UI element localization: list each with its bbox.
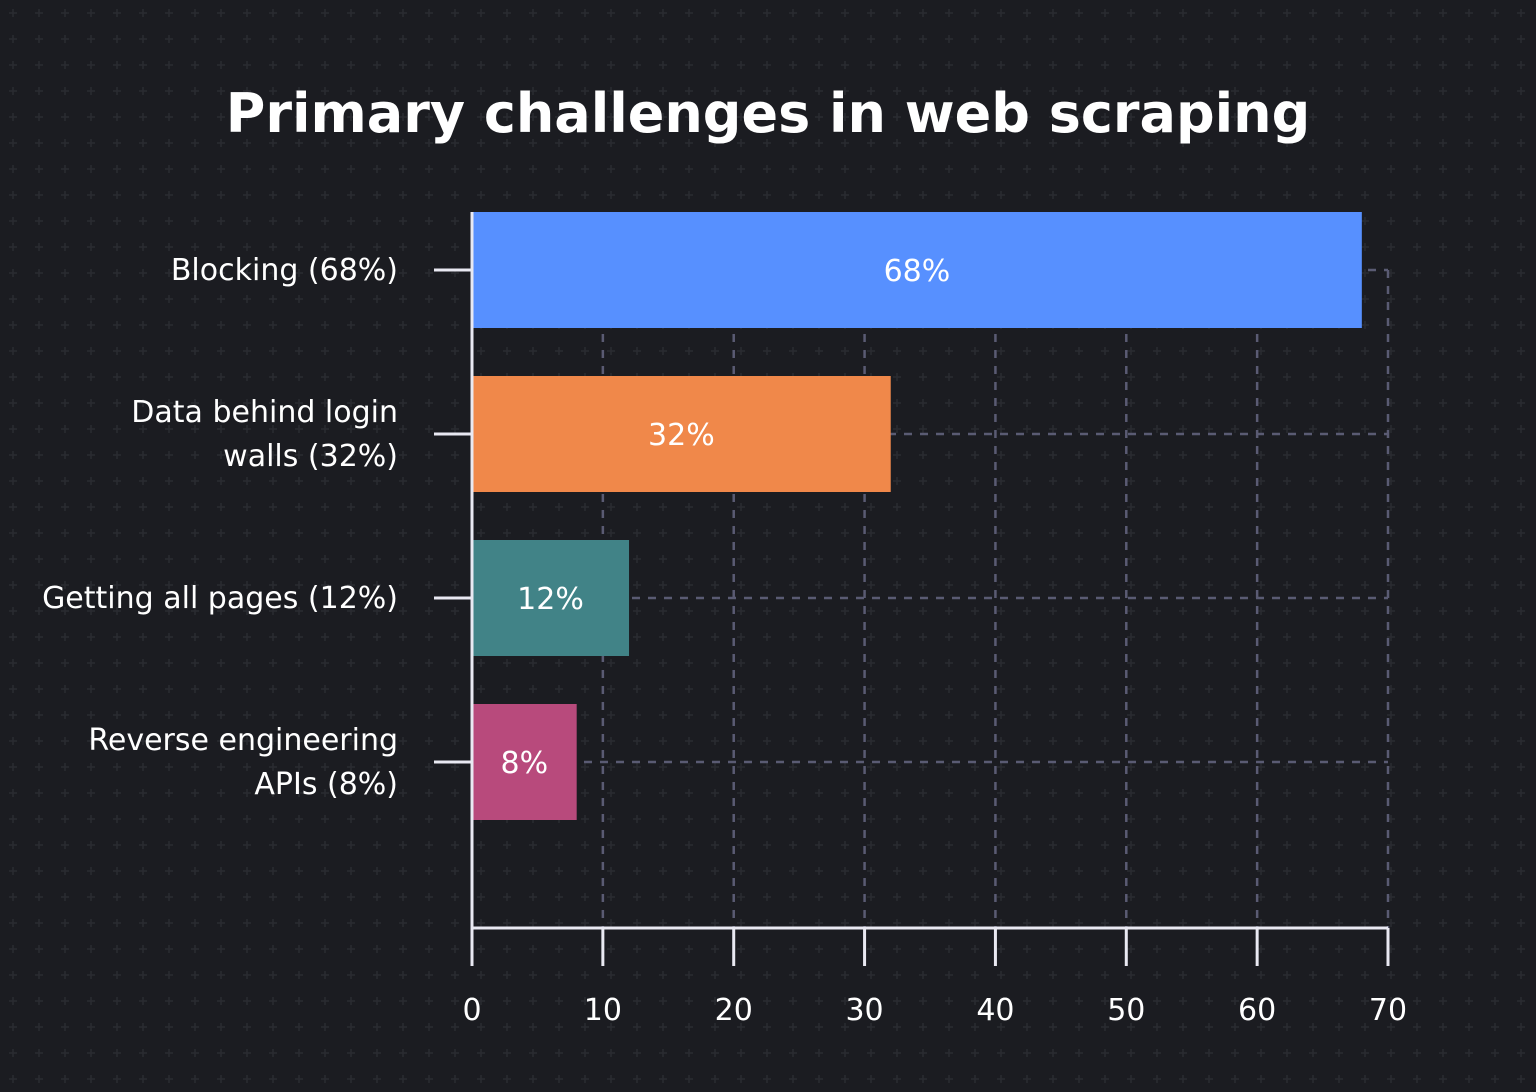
- category-label-line-1-0: Data behind login: [131, 395, 398, 430]
- x-tick-label-70: 70: [1369, 993, 1407, 1028]
- bar-value-label-2: 12%: [517, 582, 584, 617]
- category-label-line-3-1: APIs (8%): [254, 767, 398, 802]
- x-tick-label-10: 10: [584, 993, 622, 1028]
- bar-3: [472, 704, 577, 820]
- bar-0: [472, 212, 1362, 328]
- category-label-line-3-0: Reverse engineering: [88, 723, 398, 758]
- category-label-3: Reverse engineering APIs (8%): [88, 723, 398, 802]
- bar-value-label-3: 8%: [501, 746, 549, 781]
- labels: 68% 32% 12% 8% 0 10 20 30 40 50 60 70 Blocking (68%)…: [42, 253, 1407, 1028]
- category-label-line-0-0: Blocking (68%): [171, 253, 398, 288]
- x-tick-label-30: 30: [845, 993, 883, 1028]
- x-tick-label-40: 40: [976, 993, 1014, 1028]
- chart-title: Primary challenges in web scraping: [226, 82, 1310, 145]
- x-tick-label-0: 0: [462, 993, 481, 1028]
- bar-2: [472, 540, 630, 656]
- category-label-0: Blocking (68%): [171, 253, 398, 288]
- x-tick-label-60: 60: [1238, 993, 1276, 1028]
- category-label-1: Data behind login walls (32%): [131, 395, 398, 474]
- x-tick-label-20: 20: [715, 993, 753, 1028]
- category-label-2: Getting all pages (12%): [42, 581, 398, 616]
- category-label-line-1-1: walls (32%): [223, 439, 398, 474]
- bars: [472, 212, 1362, 820]
- x-tick-label-50: 50: [1107, 993, 1145, 1028]
- grid-lines: [472, 268, 1390, 928]
- bar-value-label-1: 32%: [648, 418, 715, 453]
- category-label-line-2-0: Getting all pages (12%): [42, 581, 398, 616]
- bar-value-label-0: 68%: [884, 254, 951, 289]
- axes: [434, 212, 1390, 966]
- bar-1: [472, 376, 891, 492]
